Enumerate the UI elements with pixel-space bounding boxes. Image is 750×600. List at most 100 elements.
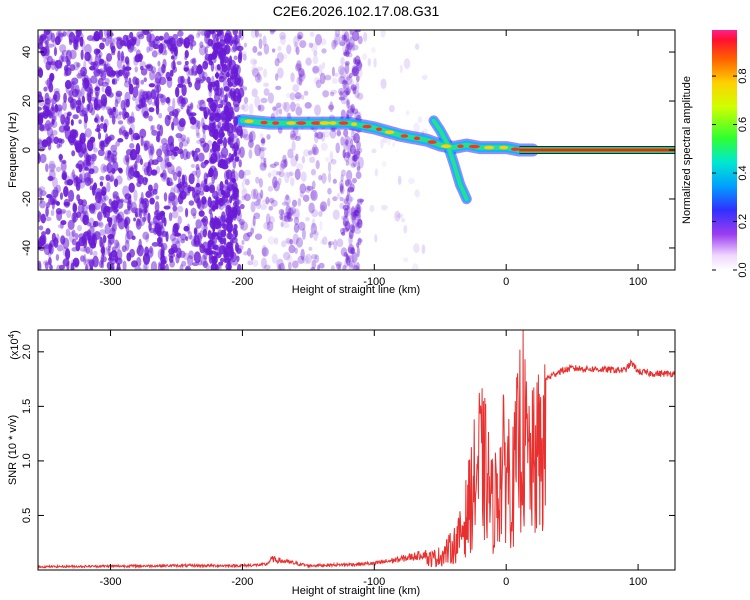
noise-speckle (110, 144, 118, 153)
noise-speckle (46, 126, 54, 138)
noise-speckle (94, 86, 100, 91)
noise-speckle (247, 232, 253, 238)
noise-speckle (136, 170, 140, 178)
noise-speckle (173, 230, 180, 238)
noise-speckle (159, 210, 166, 217)
ridge-hotspot (400, 134, 409, 138)
snr-series-line (38, 330, 675, 570)
noise-speckle (75, 175, 79, 188)
noise-speckle (261, 137, 266, 145)
noise-speckle (233, 133, 239, 138)
noise-speckle (95, 79, 101, 92)
noise-speckle (295, 46, 300, 56)
noise-speckle (72, 114, 79, 120)
noise-speckle (226, 71, 230, 78)
spectral-ridge (235, 114, 675, 205)
noise-speckle (168, 252, 176, 258)
noise-speckle (59, 210, 66, 215)
noise-speckle (353, 133, 360, 144)
noise-speckle (316, 264, 320, 270)
noise-speckle (250, 227, 255, 235)
colorbar-tick-label: 0.4 (737, 165, 749, 180)
noise-speckle (290, 130, 296, 139)
noise-speckle (267, 236, 276, 245)
noise-speckle (117, 138, 124, 143)
noise-speckle (256, 66, 264, 72)
noise-speckle (282, 53, 288, 60)
noise-speckle (161, 242, 168, 251)
noise-speckle (51, 129, 58, 136)
noise-speckle (288, 171, 294, 177)
noise-speckle (320, 238, 324, 245)
noise-speckle (111, 115, 116, 125)
noise-speckle (327, 104, 335, 110)
noise-speckle (373, 58, 377, 68)
noise-speckle (349, 107, 354, 117)
noise-speckle (152, 38, 160, 45)
noise-speckle (78, 119, 82, 124)
noise-speckle (56, 104, 63, 112)
noise-speckle (181, 97, 187, 108)
noise-speckle (220, 99, 228, 106)
noise-speckle (124, 72, 129, 83)
noise-speckle (208, 184, 216, 194)
noise-speckle (297, 132, 302, 140)
noise-speckle (339, 196, 344, 202)
noise-speckle (345, 86, 352, 93)
noise-speckle (311, 218, 316, 229)
snr-y-axis-label: SNR (10 * v/v) (7, 415, 19, 485)
noise-speckle (300, 171, 307, 182)
noise-speckle (348, 255, 352, 263)
noise-speckle (186, 255, 194, 267)
noise-speckle (115, 90, 123, 97)
noise-speckle (58, 125, 66, 133)
noise-speckle (48, 109, 52, 118)
noise-speckle (63, 198, 71, 208)
noise-speckle (351, 44, 359, 51)
noise-speckle (73, 38, 78, 50)
noise-speckle (118, 111, 123, 116)
noise-speckle (103, 63, 107, 73)
noise-speckle (403, 58, 411, 70)
noise-speckle (351, 66, 360, 77)
noise-speckle (277, 177, 282, 186)
noise-speckle (250, 30, 257, 39)
noise-speckle (162, 169, 167, 180)
noise-speckle (202, 142, 210, 153)
noise-speckle (413, 122, 420, 134)
noise-speckle (151, 50, 158, 58)
noise-speckle (238, 159, 242, 168)
noise-speckle (310, 266, 316, 270)
noise-speckle (143, 110, 150, 119)
noise-speckle (130, 129, 135, 142)
noise-speckle (122, 64, 126, 76)
noise-speckle (52, 176, 58, 189)
noise-speckle (371, 148, 377, 154)
noise-speckle (228, 157, 234, 163)
noise-speckle (334, 36, 339, 47)
noise-speckle (118, 128, 123, 136)
noise-speckle (136, 31, 144, 38)
noise-speckle (286, 215, 292, 220)
noise-speckle (154, 201, 160, 213)
noise-speckle (276, 258, 284, 270)
noise-speckle (160, 43, 167, 56)
noise-speckle (211, 255, 218, 265)
noise-speckle (168, 196, 172, 204)
noise-speckle (150, 125, 154, 132)
noise-speckle (97, 197, 104, 204)
noise-speckle (47, 43, 54, 48)
noise-speckle (279, 214, 284, 220)
noise-speckle (268, 215, 275, 225)
noise-speckle (77, 199, 84, 205)
noise-speckle (202, 228, 208, 238)
noise-speckle (275, 85, 282, 91)
noise-speckle (38, 124, 44, 131)
ridge-hotspot (351, 122, 358, 127)
noise-speckle (163, 217, 167, 227)
noise-speckle (111, 51, 116, 56)
noise-speckle (183, 67, 189, 72)
noise-speckle (403, 257, 409, 263)
noise-speckle (97, 132, 102, 140)
noise-speckle (106, 162, 113, 174)
